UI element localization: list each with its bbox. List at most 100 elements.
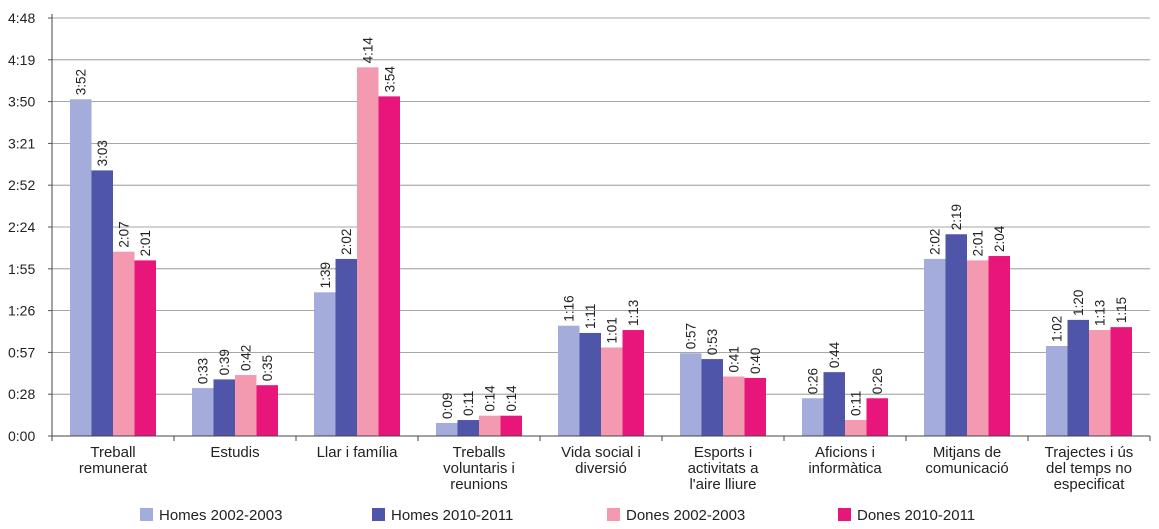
data-label: 1:11 — [583, 304, 598, 329]
bar — [1110, 327, 1132, 436]
data-label: 2:19 — [949, 204, 964, 230]
bar — [988, 256, 1010, 436]
y-tick-label: 0:00 — [8, 428, 35, 444]
data-labels: 3:52 0:33 1:39 0:09 1:16 0:57 0:26 2:02 1:02 3:03… — [74, 37, 1130, 419]
data-label: 0:14 — [504, 385, 519, 412]
x-category-label: Trajectes i ús del temps no especificat — [1045, 444, 1134, 493]
data-label: 1:13 — [1093, 300, 1108, 326]
x-category-label: Llar i família — [317, 444, 399, 461]
bar — [134, 260, 156, 436]
x-category-label: Treball remunerat — [79, 444, 148, 477]
data-label: 3:52 — [74, 69, 89, 95]
data-label: 0:09 — [440, 393, 455, 419]
legend-swatch — [607, 508, 620, 521]
data-label: 0:26 — [806, 368, 821, 394]
bar — [1089, 330, 1111, 436]
bar — [866, 398, 888, 436]
bar — [70, 99, 92, 437]
bar — [91, 170, 113, 437]
bar — [622, 330, 644, 436]
bar — [357, 67, 379, 436]
data-label: 1:02 — [1050, 316, 1065, 342]
bar — [601, 347, 623, 436]
y-tick-label: 0:28 — [8, 386, 35, 402]
data-label: 3:54 — [382, 66, 397, 93]
x-category-label: Esports i activitats a l'aire lliure — [688, 444, 760, 493]
data-label: 3:03 — [95, 140, 110, 166]
bar — [479, 415, 501, 436]
x-axis-categories: Treball remunerat Estudis Llar i família Tre… — [79, 444, 1134, 493]
bar — [802, 398, 824, 436]
bar — [235, 375, 257, 436]
bar — [256, 385, 278, 436]
y-tick-label: 4:19 — [8, 52, 35, 68]
bar — [579, 332, 601, 436]
bar — [701, 359, 723, 436]
data-label: 1:13 — [626, 300, 641, 326]
data-label: 2:02 — [339, 229, 354, 255]
bar — [723, 376, 745, 436]
y-tick-label: 2:52 — [8, 177, 35, 193]
y-tick-label: 4:48 — [8, 10, 35, 26]
data-label: 2:04 — [992, 225, 1007, 252]
legend-label: Homes 2010-2011 — [391, 507, 513, 524]
bar — [1067, 319, 1089, 436]
bar — [113, 251, 135, 436]
data-label: 0:40 — [748, 348, 763, 374]
bar — [845, 420, 867, 436]
axes — [51, 14, 1151, 441]
bar — [213, 379, 235, 436]
bar — [436, 422, 458, 436]
data-label: 0:26 — [870, 368, 885, 394]
data-label: 1:15 — [1114, 297, 1129, 323]
legend-swatch — [838, 508, 851, 521]
data-label: 2:01 — [971, 230, 986, 256]
legend-label: Dones 2002-2003 — [626, 507, 745, 524]
y-tick-label: 1:55 — [8, 261, 35, 277]
data-label: 0:35 — [260, 355, 275, 381]
x-category-label: Estudis — [210, 444, 259, 461]
bar — [457, 420, 479, 436]
data-label: 0:11 — [849, 391, 864, 416]
bars — [70, 67, 1132, 437]
y-tick-label: 3:50 — [8, 94, 35, 110]
x-category-label: Aficions i informàtica — [808, 444, 882, 477]
bar — [680, 353, 702, 436]
legend-swatch — [372, 508, 385, 521]
legend-label: Dones 2010-2011 — [857, 507, 975, 524]
data-label: 2:01 — [138, 230, 153, 256]
x-category-label: Treballs voluntaris i reunions — [443, 444, 515, 493]
bar — [192, 388, 214, 436]
bar — [924, 258, 946, 436]
data-label: 4:14 — [361, 37, 376, 64]
data-label: 0:41 — [727, 346, 742, 372]
x-category-label: Vida social i diversió — [561, 444, 641, 477]
bar — [378, 96, 400, 436]
data-label: 1:39 — [318, 262, 333, 288]
data-label: 0:44 — [827, 341, 842, 368]
legend-label: Homes 2002-2003 — [159, 507, 282, 524]
bar — [500, 415, 522, 436]
bar — [1046, 346, 1068, 436]
legend-swatch — [140, 508, 153, 521]
bar — [314, 292, 336, 436]
bar — [823, 372, 845, 436]
grid-lines — [52, 17, 1150, 395]
data-label: 2:02 — [928, 229, 943, 255]
data-label: 0:14 — [483, 385, 498, 412]
data-label: 2:07 — [117, 221, 132, 247]
bar — [945, 234, 967, 436]
data-label: 0:11 — [461, 391, 476, 416]
bar — [744, 377, 766, 436]
x-category-label: Mitjans de comunicació — [925, 444, 1008, 477]
data-label: 1:20 — [1071, 290, 1086, 316]
data-label: 1:16 — [562, 295, 577, 321]
data-label: 0:53 — [705, 329, 720, 355]
data-label: 0:57 — [684, 323, 699, 349]
data-label: 0:33 — [196, 358, 211, 384]
data-label: 0:42 — [239, 345, 254, 371]
data-label: 1:01 — [605, 317, 620, 343]
y-tick-label: 0:57 — [8, 344, 35, 360]
bar — [558, 325, 580, 436]
